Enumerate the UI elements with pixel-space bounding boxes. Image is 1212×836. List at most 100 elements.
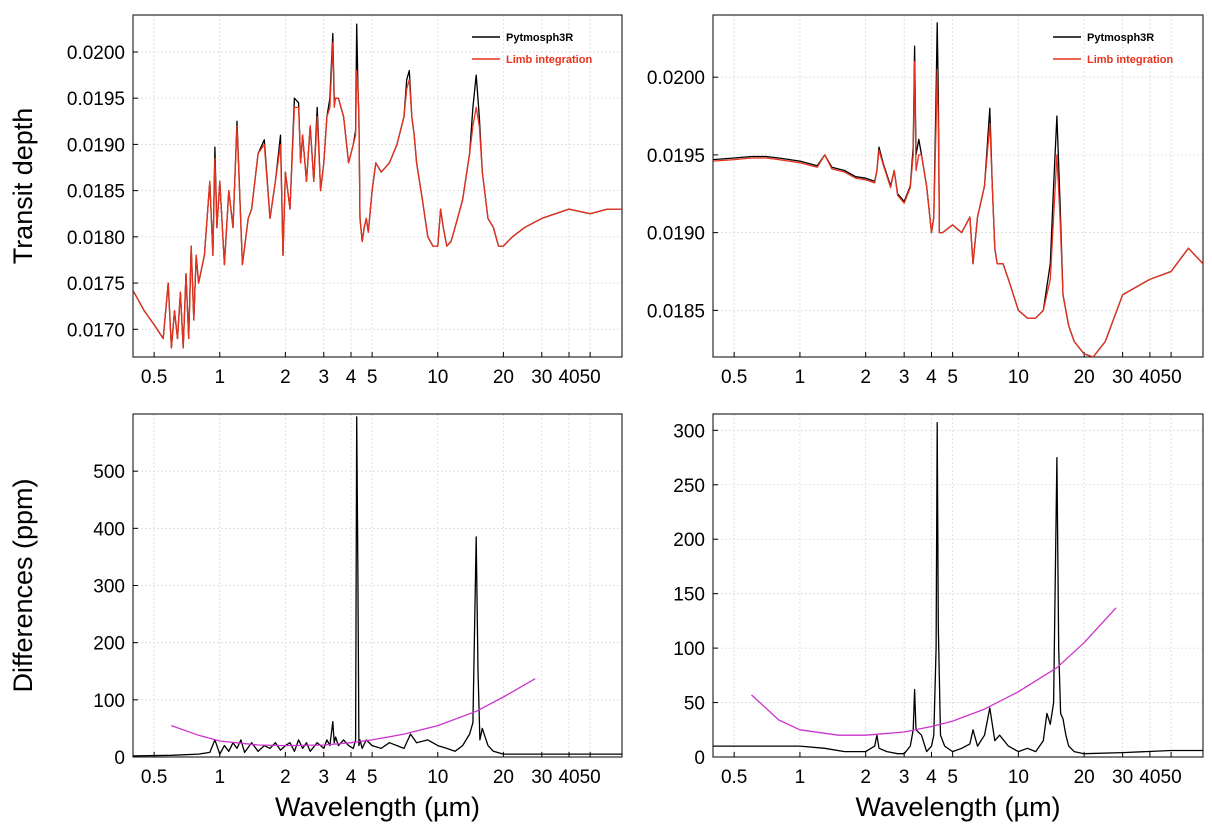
series-difference [713, 422, 1203, 755]
series-limb-integration [133, 42, 622, 349]
plot-area [133, 416, 622, 757]
y-tick-label: 400 [93, 519, 125, 540]
x-tick-label: 50 [580, 767, 601, 788]
x-tick-label: 2 [280, 367, 291, 388]
x-tick-label: 30 [531, 767, 552, 788]
y-tick-label: 0.0190 [647, 224, 705, 245]
plot-area [713, 22, 1203, 357]
x-tick-label: 5 [947, 767, 958, 788]
x-tick-label: 20 [1074, 767, 1095, 788]
plot-frame [132, 14, 623, 358]
y-tick-label: 0.0175 [67, 274, 125, 295]
y-tick-label: 100 [673, 639, 705, 660]
y-tick-label: 0.0170 [67, 320, 125, 341]
x-tick-label: 50 [1161, 367, 1182, 388]
x-tick-label: 4 [346, 367, 357, 388]
x-tick-label: 1 [214, 367, 225, 388]
x-tick-label: 30 [531, 367, 552, 388]
y-tick-label: 50 [684, 694, 705, 715]
grid [713, 15, 1203, 357]
y-tick-label: 300 [93, 577, 125, 598]
x-tick-label: 3 [899, 367, 910, 388]
x-tick-label: 2 [280, 767, 291, 788]
x-tick-label: 40 [558, 367, 579, 388]
y-tick-label: 500 [93, 462, 125, 483]
grid [133, 15, 622, 357]
x-tick-label: 50 [1161, 767, 1182, 788]
x-tick-label: 1 [795, 367, 806, 388]
x-tick-label: 2 [860, 367, 871, 388]
y-tick-label: 250 [673, 476, 705, 497]
series-reference [751, 607, 1117, 736]
grid [713, 414, 1203, 758]
x-tick-label: 0.5 [141, 367, 167, 388]
x-tick-label: 50 [580, 367, 601, 388]
chart-top-left: 0.5 1 2 3 4 5 10 20 30 40 50 0.0170 0.0175 0.0180 0.01… [8, 14, 623, 388]
x-axis-title: Wavelength (µm) [855, 792, 1060, 822]
plot-area [133, 23, 622, 349]
series-pytmosph3r [713, 22, 1203, 357]
x-tick-label: 10 [427, 767, 448, 788]
x-tick-label: 0.5 [141, 767, 167, 788]
y-tick-label: 0.0195 [647, 146, 705, 167]
x-tick-label: 0.5 [721, 767, 747, 788]
x-axis-title: Wavelength (µm) [275, 792, 480, 822]
y-tick-label: 150 [673, 585, 705, 606]
chart-top-right: 0.5 1 2 3 4 5 10 20 30 40 50 0.0185 0.0190 0.0195 0.02… [647, 14, 1204, 388]
x-tick-label: 2 [860, 767, 871, 788]
plot-area [713, 422, 1203, 755]
y-tick-label: 0.0195 [67, 89, 125, 110]
x-tick-label: 1 [214, 767, 225, 788]
x-tick-label: 30 [1112, 767, 1133, 788]
x-tick-label: 40 [1139, 367, 1160, 388]
y-tick-label: 0.0200 [647, 68, 705, 89]
legend-label: Pytmosph3R [1087, 32, 1154, 44]
y-tick-label: 300 [673, 421, 705, 442]
x-tick-label: 4 [346, 767, 357, 788]
y-axis-title: Differences (ppm) [8, 478, 38, 692]
x-tick-label: 40 [558, 767, 579, 788]
x-tick-label: 20 [493, 367, 514, 388]
x-tick-label: 30 [1112, 367, 1133, 388]
grid [133, 414, 622, 758]
y-axis-title: Transit depth [8, 108, 38, 265]
y-tick-label: 0.0190 [67, 135, 125, 156]
x-tick-label: 20 [493, 767, 514, 788]
series-pytmosph3r [133, 23, 622, 349]
y-tick-label: 200 [673, 530, 705, 551]
x-tick-label: 10 [1008, 767, 1029, 788]
y-tick-label: 200 [93, 634, 125, 655]
legend: Pytmosph3R Limb integration [1053, 32, 1173, 66]
chart-bottom-left: 0.5 1 2 3 4 5 10 20 30 40 500100200300400500Differ… [8, 413, 623, 822]
x-tick-label: 4 [926, 767, 937, 788]
x-tick-label: 3 [318, 767, 329, 788]
x-tick-label: 10 [1008, 367, 1029, 388]
y-tick-label: 0.0200 [67, 43, 125, 64]
legend-label: Limb integration [506, 54, 592, 66]
y-tick-label: 0.0180 [67, 228, 125, 249]
plot-frame [712, 413, 1204, 758]
x-tick-label: 0.5 [721, 367, 747, 388]
y-tick-label: 0.0185 [647, 301, 705, 322]
chart-bottom-right: 0.5 1 2 3 4 5 10 20 30 40 50050100150200250300Wave… [673, 413, 1204, 822]
y-tick-label: 0.0185 [67, 182, 125, 203]
y-tick-label: 0 [694, 748, 705, 769]
x-tick-label: 5 [367, 767, 378, 788]
x-tick-label: 10 [427, 367, 448, 388]
x-tick-label: 3 [899, 767, 910, 788]
series-limb-integration [713, 60, 1203, 357]
x-tick-label: 40 [1139, 767, 1160, 788]
legend: Pytmosph3R Limb integration [472, 32, 592, 66]
series-difference [133, 416, 622, 757]
x-tick-label: 5 [367, 367, 378, 388]
x-tick-label: 20 [1074, 367, 1095, 388]
x-tick-label: 1 [795, 767, 806, 788]
plot-frame [712, 14, 1204, 358]
series-reference [171, 678, 536, 747]
x-tick-label: 5 [947, 367, 958, 388]
x-tick-label: 4 [926, 367, 937, 388]
y-tick-label: 100 [93, 691, 125, 712]
x-tick-label: 3 [318, 367, 329, 388]
legend-label: Pytmosph3R [506, 32, 573, 44]
